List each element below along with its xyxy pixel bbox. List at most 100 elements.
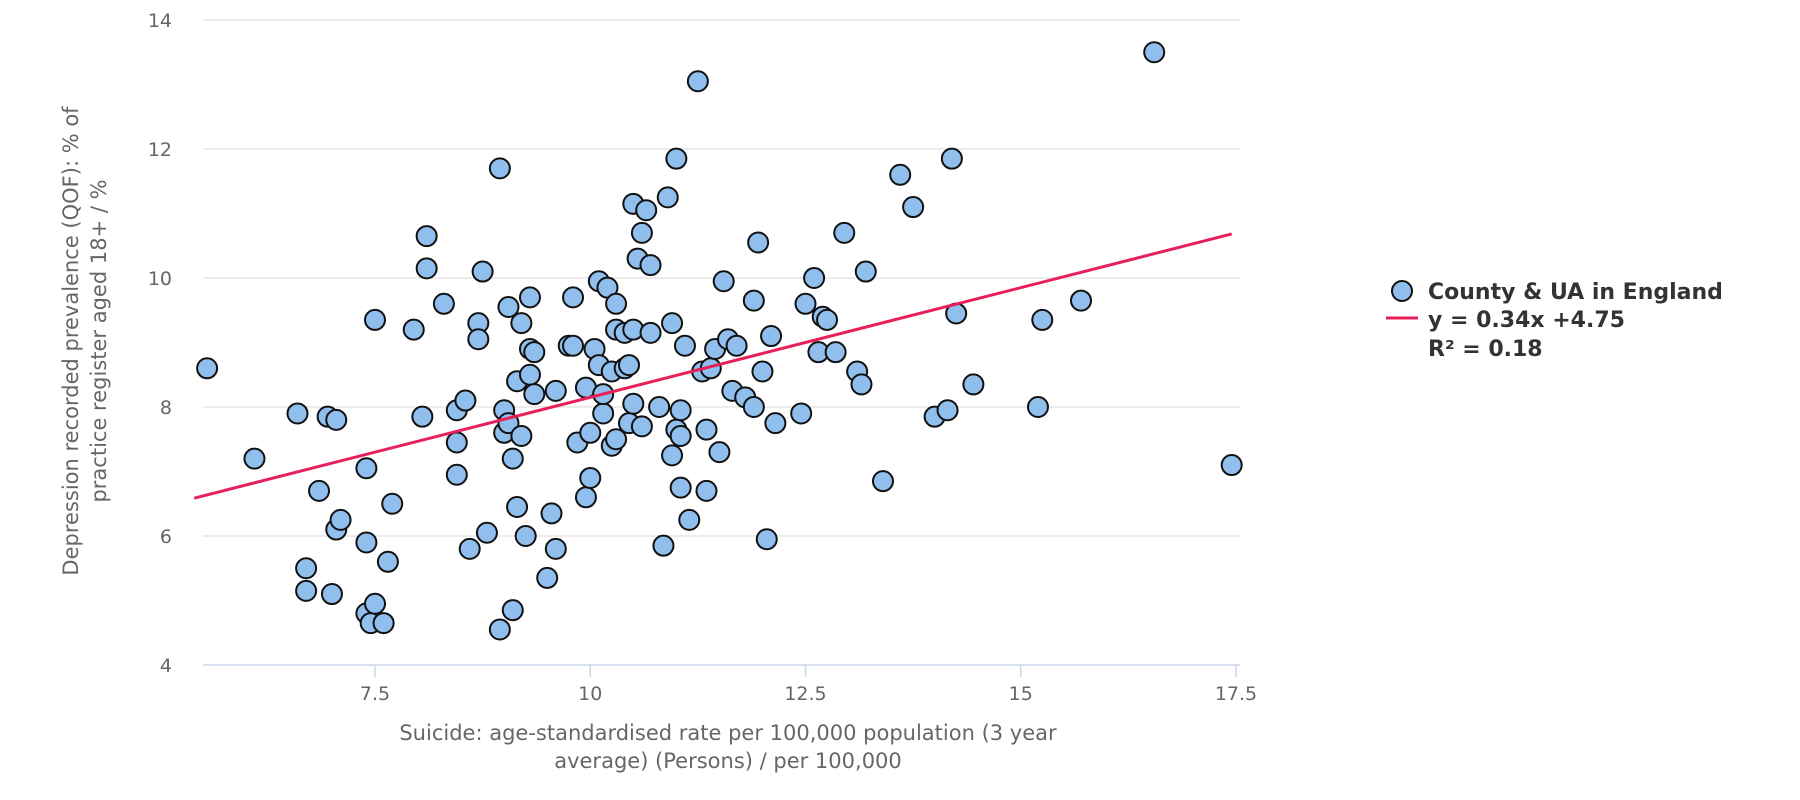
data-point[interactable] (592, 402, 615, 425)
data-point[interactable] (1070, 289, 1093, 312)
data-point[interactable] (475, 521, 498, 544)
data-point[interactable] (510, 312, 533, 335)
data-point[interactable] (833, 221, 856, 244)
data-point[interactable] (669, 399, 692, 422)
data-point[interactable] (355, 457, 378, 480)
data-point[interactable] (669, 476, 692, 499)
data-point[interactable] (751, 360, 774, 383)
data-point[interactable] (630, 221, 653, 244)
data-point[interactable] (605, 428, 628, 451)
data-point[interactable] (742, 396, 765, 418)
data-point[interactable] (458, 537, 481, 560)
data-point[interactable] (605, 292, 628, 315)
data-point[interactable] (661, 312, 684, 335)
data-point[interactable] (518, 286, 541, 309)
data-point[interactable] (497, 296, 520, 319)
data-point[interactable] (1220, 454, 1243, 477)
data-point[interactable] (411, 405, 434, 428)
data-point[interactable] (243, 447, 266, 470)
data-point[interactable] (355, 531, 378, 554)
data-point[interactable] (669, 425, 692, 448)
data-point[interactable] (544, 379, 567, 402)
data-point[interactable] (678, 508, 701, 531)
data-point[interactable] (308, 479, 331, 502)
data-point[interactable] (661, 444, 684, 467)
data-point[interactable] (325, 408, 348, 431)
data-point[interactable] (622, 392, 645, 415)
data-point[interactable] (902, 196, 925, 219)
data-point[interactable] (794, 292, 817, 315)
data-point[interactable] (695, 418, 718, 441)
data-point[interactable] (454, 389, 477, 412)
data-point[interactable] (540, 502, 563, 525)
data-point[interactable] (755, 528, 778, 551)
data-point[interactable] (1031, 308, 1054, 331)
data-point[interactable] (871, 470, 894, 493)
data-point[interactable] (695, 479, 718, 502)
data-point[interactable] (501, 447, 524, 470)
data-point[interactable] (747, 231, 770, 254)
data-point[interactable] (1143, 41, 1166, 64)
data-point[interactable] (562, 334, 585, 357)
data-point[interactable] (962, 373, 985, 396)
data-point[interactable] (510, 425, 533, 448)
data-point[interactable] (656, 186, 679, 209)
data-point[interactable] (445, 431, 468, 454)
data-point[interactable] (295, 579, 318, 602)
data-point[interactable] (329, 508, 352, 531)
data-point[interactable] (574, 486, 597, 509)
legend-item-county[interactable]: County & UA in England (1391, 280, 1723, 305)
data-point[interactable] (523, 341, 546, 364)
data-point[interactable] (639, 254, 662, 277)
data-point[interactable] (514, 525, 537, 547)
data-point[interactable] (760, 325, 783, 348)
data-point[interactable] (467, 328, 490, 351)
data-point[interactable] (579, 421, 602, 444)
data-point[interactable] (364, 592, 386, 615)
data-point[interactable] (725, 334, 748, 357)
data-point[interactable] (501, 599, 524, 622)
data-point[interactable] (764, 412, 787, 435)
data-point[interactable] (320, 583, 343, 606)
data-point[interactable] (536, 566, 559, 589)
data-point[interactable] (630, 415, 653, 438)
data-point[interactable] (1026, 396, 1049, 418)
data-point[interactable] (402, 318, 425, 341)
data-point[interactable] (854, 260, 877, 283)
data-point[interactable] (579, 466, 602, 489)
data-point[interactable] (617, 354, 640, 377)
data-point[interactable] (544, 537, 567, 560)
data-point[interactable] (639, 321, 662, 344)
data-point[interactable] (673, 334, 696, 357)
data-point[interactable] (708, 441, 731, 464)
data-point[interactable] (415, 257, 438, 280)
data-point[interactable] (518, 363, 541, 386)
data-point[interactable] (648, 396, 671, 418)
data-point[interactable] (562, 286, 585, 309)
data-point[interactable] (364, 308, 386, 331)
data-point[interactable] (686, 70, 709, 93)
data-point[interactable] (665, 147, 688, 170)
data-point[interactable] (381, 492, 404, 515)
data-point[interactable] (850, 373, 873, 396)
data-point[interactable] (196, 357, 219, 380)
data-point[interactable] (803, 267, 826, 289)
data-point[interactable] (376, 550, 399, 573)
data-point[interactable] (432, 292, 455, 315)
data-point[interactable] (488, 157, 511, 180)
data-point[interactable] (286, 402, 309, 425)
data-point[interactable] (936, 399, 959, 422)
data-point[interactable] (940, 147, 963, 170)
data-point[interactable] (790, 402, 813, 425)
data-point[interactable] (889, 163, 912, 186)
data-point[interactable] (652, 534, 675, 557)
data-point[interactable] (712, 270, 735, 293)
data-point[interactable] (742, 289, 765, 312)
data-point[interactable] (415, 225, 438, 248)
data-point[interactable] (471, 260, 494, 283)
data-point[interactable] (816, 308, 839, 331)
legend-item-trendline[interactable]: y = 0.34x +4.75 R² = 0.18 (1386, 308, 1625, 362)
data-point[interactable] (488, 618, 511, 641)
data-point[interactable] (372, 612, 395, 635)
data-point[interactable] (506, 495, 529, 518)
